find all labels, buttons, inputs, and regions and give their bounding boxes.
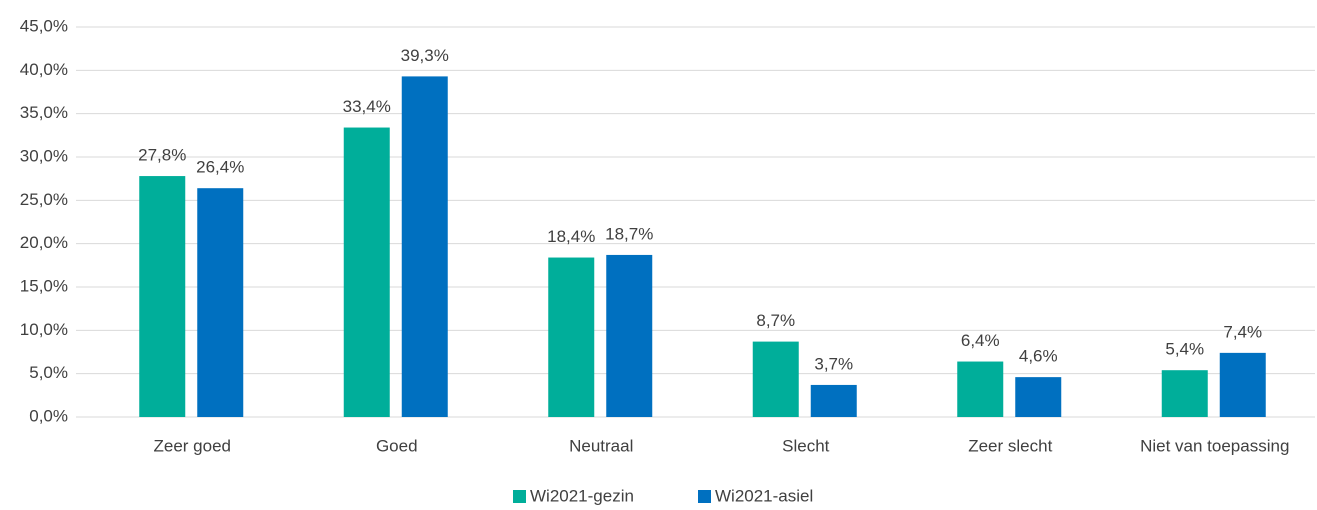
bar [1161,370,1208,417]
y-tick-label: 25,0% [20,190,68,209]
y-tick-label: 45,0% [20,16,68,35]
data-label: 3,7% [814,354,853,373]
x-tick-label: Goed [376,436,418,455]
y-tick-label: 35,0% [20,103,68,122]
bar [548,257,595,417]
data-label: 18,4% [547,227,595,246]
legend-swatch [513,490,526,503]
x-tick-label: Neutraal [569,436,633,455]
bar [606,254,653,417]
bar [810,384,857,417]
x-tick-label: Zeer slecht [968,436,1052,455]
y-tick-label: 5,0% [29,363,68,382]
legend-label: Wi2021-asiel [715,486,813,505]
bar [139,176,186,417]
x-tick-label: Slecht [782,436,830,455]
data-label: 4,6% [1019,347,1058,366]
x-tick-label: Zeer goed [154,436,232,455]
y-tick-label: 20,0% [20,233,68,252]
data-label: 27,8% [138,146,186,165]
y-tick-label: 15,0% [20,276,68,295]
bar [401,76,448,418]
y-tick-label: 0,0% [29,406,68,425]
bar [752,341,799,417]
bar [1015,377,1062,417]
data-label: 39,3% [401,46,449,65]
legend-swatch [698,490,711,503]
data-label: 6,4% [961,331,1000,350]
data-label: 33,4% [343,97,391,116]
bar [957,361,1004,417]
y-tick-label: 40,0% [20,60,68,79]
data-label: 18,7% [605,224,653,243]
data-label: 8,7% [756,311,795,330]
y-tick-label: 30,0% [20,146,68,165]
bar [197,188,244,417]
legend-label: Wi2021-gezin [530,486,634,505]
data-label: 26,4% [196,158,244,177]
data-label: 5,4% [1165,340,1204,359]
x-tick-label: Niet van toepassing [1140,436,1289,455]
bar [343,127,390,418]
data-label: 7,4% [1223,322,1262,341]
y-tick-label: 10,0% [20,320,68,339]
bar [1219,352,1266,417]
